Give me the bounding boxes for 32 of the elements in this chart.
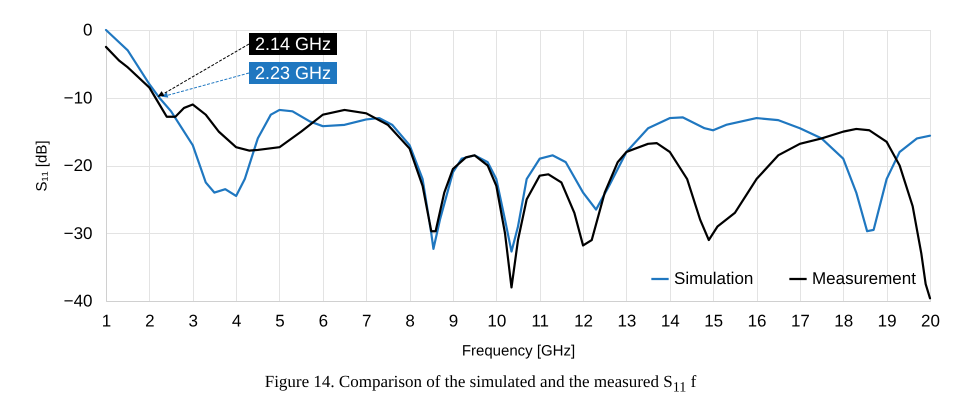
y-tick-label: −40 <box>64 292 92 310</box>
x-tick-label: 10 <box>487 312 506 330</box>
y-axis-title: S₁₁ [dB] <box>34 140 51 192</box>
legend-label: Simulation <box>674 269 754 288</box>
x-tick-label: 13 <box>617 312 636 330</box>
x-tick-label: 8 <box>405 312 415 330</box>
x-tick-label: 11 <box>531 312 550 330</box>
x-tick-label: 5 <box>275 312 285 330</box>
x-tick-label: 1 <box>102 312 112 330</box>
y-tick-label: −20 <box>64 156 92 175</box>
y-tick-label: 0 <box>83 20 92 40</box>
x-tick-label: 12 <box>574 312 594 330</box>
x-tick-label: 9 <box>448 312 458 330</box>
x-axis-title: Frequency [GHz] <box>462 342 576 360</box>
x-tick-label: 15 <box>704 312 724 330</box>
x-tick-label: 18 <box>834 312 854 330</box>
x-tick-label: 20 <box>921 312 940 330</box>
x-tick-label: 6 <box>318 312 328 330</box>
x-tick-label: 16 <box>748 312 766 330</box>
annotation: 2.23 GHz <box>249 62 338 84</box>
legend-label: Measurement <box>812 269 916 288</box>
x-tick-label: 14 <box>660 312 680 330</box>
x-tick-label: 4 <box>232 312 242 330</box>
x-tick-label: 7 <box>362 312 372 330</box>
y-tick-label: −30 <box>64 224 92 243</box>
x-tick-label: 2 <box>145 312 155 330</box>
x-tick-label: 17 <box>790 312 810 330</box>
caption: Figure 14. Comparison of the simulated and the measured S$_{11}$ f <box>264 372 698 396</box>
y-tick-label: −10 <box>64 88 92 108</box>
x-tick-label: 3 <box>188 312 198 330</box>
x-tick-label: 19 <box>878 312 897 330</box>
annotation: 2.14 GHz <box>249 33 338 55</box>
